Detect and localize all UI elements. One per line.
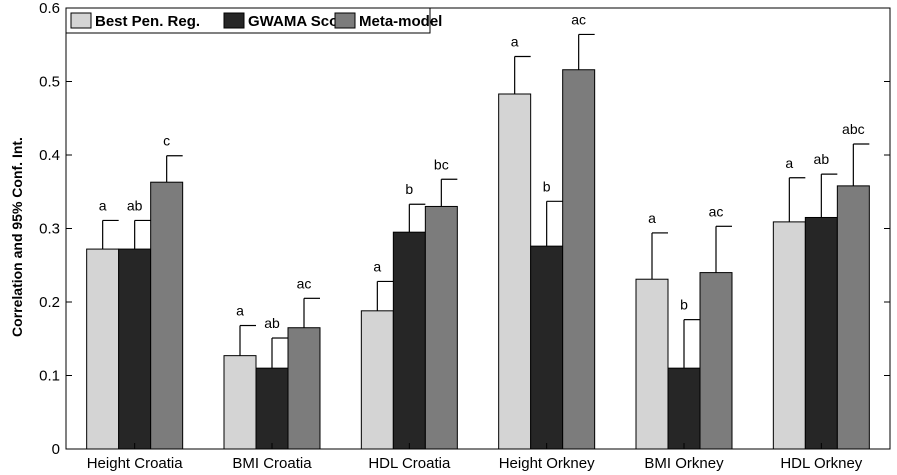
bar <box>530 245 564 450</box>
significance-label: ac <box>709 203 724 219</box>
bar <box>86 248 120 450</box>
y-tick-label: 0.1 <box>39 368 60 385</box>
legend-label: Meta-model <box>359 13 442 30</box>
bar <box>223 355 257 450</box>
bar <box>635 278 669 450</box>
legend-box <box>65 7 431 34</box>
y-tick-label: 0.6 <box>39 0 60 17</box>
significance-label: a <box>373 258 381 274</box>
bars-group <box>86 69 870 450</box>
significance-label: b <box>680 297 688 313</box>
y-tick-label: 0.4 <box>39 147 60 164</box>
axes-group: Height Croatia BMI Croatia HDL Croatia Heig… <box>39 0 891 472</box>
bar <box>498 93 532 450</box>
y-tick-label: 0.2 <box>39 294 60 311</box>
legend-label: Best Pen. Reg. <box>95 13 200 30</box>
significance-label: b <box>543 178 551 194</box>
x-tick-label: Height Orkney <box>499 455 595 472</box>
bar <box>836 185 870 450</box>
significance-label: ab <box>814 151 830 167</box>
x-tick-label: Height Croatia <box>87 455 184 472</box>
x-tick-label: BMI Orkney <box>644 455 724 472</box>
significance-label: ab <box>127 197 143 213</box>
significance-label: a <box>785 155 793 171</box>
legend-swatch <box>334 12 356 29</box>
x-tick-label: HDL Croatia <box>368 455 451 472</box>
bar <box>562 69 596 450</box>
bar <box>392 231 426 450</box>
x-tick-label: HDL Orkney <box>780 455 862 472</box>
significance-label: ac <box>571 11 586 27</box>
significance-label: a <box>236 303 244 319</box>
significance-label: a <box>511 34 519 50</box>
significance-label: b <box>405 181 413 197</box>
bar <box>772 221 806 450</box>
legend-swatch <box>70 12 92 29</box>
x-tick-label: BMI Croatia <box>232 455 312 472</box>
significance-label: a <box>99 197 107 213</box>
significance-label: bc <box>434 156 449 172</box>
significance-label: ac <box>297 275 312 291</box>
significance-label: ab <box>264 315 280 331</box>
significance-label: c <box>163 133 170 149</box>
bar <box>255 367 289 450</box>
y-tick-label: 0 <box>52 441 60 458</box>
bar <box>699 272 733 450</box>
significance-label: abc <box>842 121 865 137</box>
bar <box>804 216 838 450</box>
bar <box>118 248 152 450</box>
bar <box>360 310 394 450</box>
legend-label: GWAMA Score <box>248 13 352 30</box>
y-tick-label: 0.3 <box>39 221 60 238</box>
bar <box>287 327 321 450</box>
y-tick-label: 0.5 <box>39 74 60 91</box>
bar <box>424 205 458 450</box>
error-bars-group <box>102 33 870 369</box>
legend-swatch <box>223 12 245 29</box>
plot-frame <box>65 7 891 450</box>
bar <box>667 367 701 450</box>
legend: Best Pen. Reg. GWAMA Score Meta-model <box>65 7 442 34</box>
bar <box>150 181 184 450</box>
y-axis-label: Correlation and 95% Conf. Int. <box>9 137 25 337</box>
significance-label: a <box>648 210 656 226</box>
